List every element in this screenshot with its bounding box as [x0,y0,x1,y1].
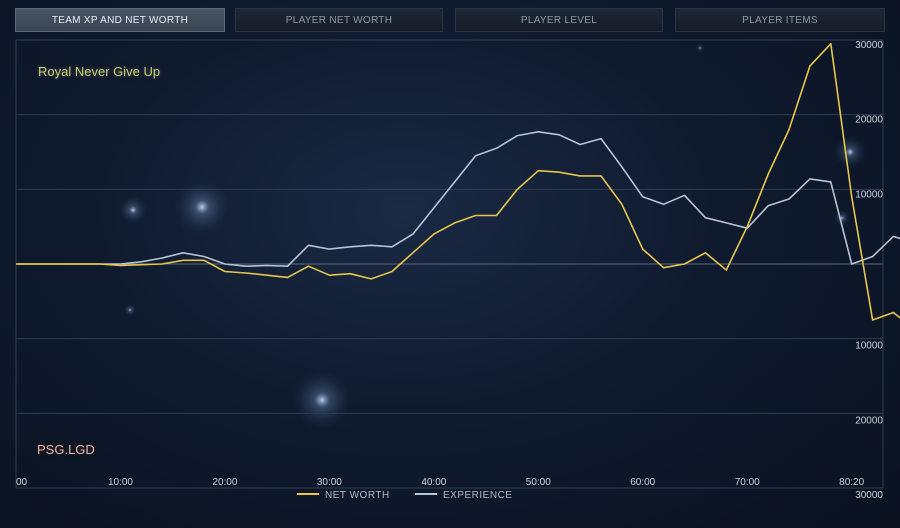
legend-experience-label: EXPERIENCE [443,490,513,501]
legend-net-worth-swatch [297,493,319,496]
x-axis-ticks: 00 10:00 20:00 30:00 40:00 50:00 60:00 70:00 80:… [16,477,865,488]
x-tick-label: 70:00 [735,477,760,488]
background-glow [124,304,136,316]
x-tick-label: 40:00 [421,477,446,488]
team-bottom-label: PSG.LGD [37,442,95,457]
chart-series [16,42,900,321]
y-tick-label: 20000 [855,115,883,126]
background-glow [292,370,352,430]
legend-net-worth-label: NET WORTH [325,490,390,501]
y-tick-label: 20000 [855,415,883,426]
y-axis-ticks: 30000 20000 10000 10000 20000 30000 [855,40,883,501]
x-tick-label: 50:00 [526,477,551,488]
tab-player-net-worth[interactable]: PLAYER NET WORTH [235,8,443,32]
background-glow [174,179,230,235]
background-glow [834,210,850,226]
tab-player-level[interactable]: PLAYER LEVEL [455,8,663,32]
y-tick-label: 30000 [855,490,883,501]
x-tick-label: 30:00 [317,477,342,488]
x-tick-label: 20:00 [212,477,237,488]
team-top-label: Royal Never Give Up [38,64,161,79]
legend-experience-swatch [415,493,437,496]
tab-bar: TEAM XP AND NET WORTH PLAYER NET WORTH P… [15,8,885,32]
tab-team-xp-net-worth[interactable]: TEAM XP AND NET WORTH [15,8,225,32]
y-tick-label: 10000 [855,341,883,352]
series-line-net-worth [16,42,900,321]
x-tick-label: 60:00 [630,477,655,488]
chart-legend: NET WORTH EXPERIENCE [0,490,900,506]
series-line-experience [16,131,900,267]
background-glow [696,44,704,52]
background-glows [119,44,866,430]
x-tick-label: 10:00 [108,477,133,488]
y-tick-label: 10000 [855,189,883,200]
legend-net-worth: NET WORTH [297,490,390,501]
x-tick-label: 00 [16,477,28,488]
background-glow [834,136,866,168]
x-tick-label: 80:20 [839,477,864,488]
tab-player-items[interactable]: PLAYER ITEMS [675,8,885,32]
background-glow [119,196,147,224]
y-tick-label: 30000 [855,40,883,51]
legend-experience: EXPERIENCE [415,490,512,501]
